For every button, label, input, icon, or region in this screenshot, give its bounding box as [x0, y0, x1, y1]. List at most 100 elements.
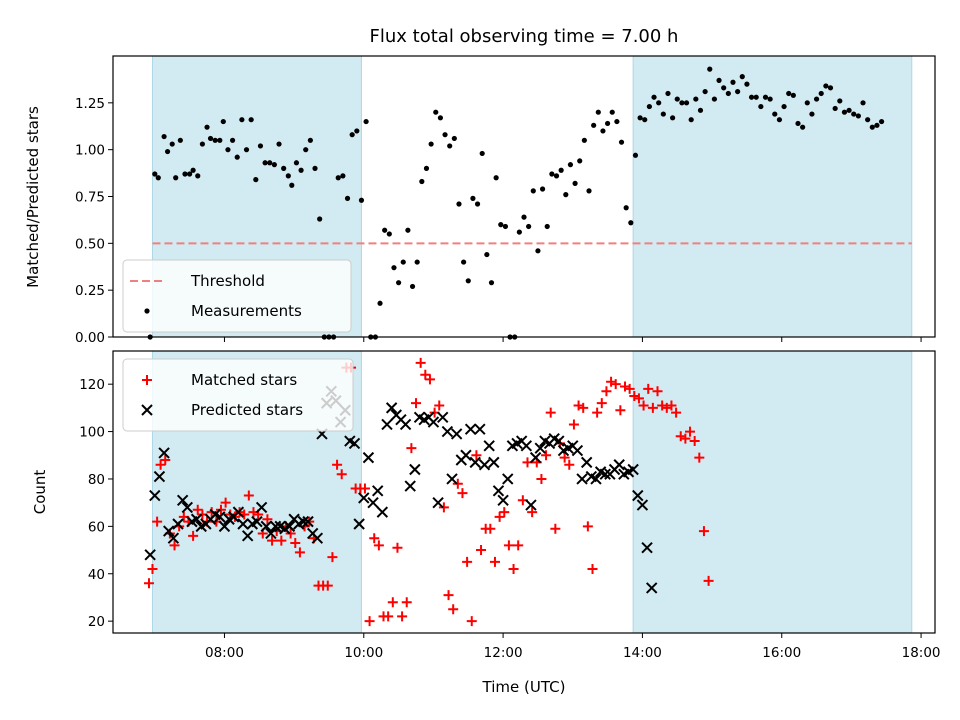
- predicted-stars-marker: [571, 444, 584, 457]
- predicted-stars-marker: [158, 447, 170, 459]
- x-tick-label: 12:00: [484, 645, 523, 661]
- measurement-point: [363, 118, 369, 125]
- predicted-stars-marker: [432, 496, 444, 509]
- predicted-stars-marker: [372, 485, 384, 497]
- matched-stars-marker: [596, 398, 607, 409]
- predicted-stars-marker: [599, 468, 611, 480]
- matched-stars-marker: [143, 578, 154, 589]
- y-tick-label: 0.75: [75, 190, 105, 206]
- predicted-stars-marker: [502, 473, 514, 485]
- predicted-stars-marker: [302, 515, 314, 528]
- measurement-point: [744, 81, 750, 87]
- matched-stars-marker: [322, 580, 333, 591]
- measurement-point: [823, 83, 829, 89]
- predicted-stars-marker: [218, 520, 231, 533]
- measurement-point: [878, 118, 885, 125]
- measurement-point: [651, 94, 657, 100]
- matched-stars-marker: [397, 611, 408, 622]
- measurement-point: [827, 85, 834, 91]
- measurement-point: [276, 141, 282, 147]
- measurement-point: [498, 222, 504, 228]
- legend-measurement-swatch: [144, 308, 150, 314]
- observing-window-2: [632, 350, 913, 634]
- measurement-point: [721, 85, 727, 91]
- matched-stars-marker: [420, 369, 431, 380]
- matched-stars-marker: [364, 616, 375, 627]
- measurement-point: [173, 175, 179, 181]
- matched-stars-marker: [647, 402, 658, 413]
- measurement-point: [581, 137, 587, 143]
- measurement-point: [234, 154, 240, 160]
- measurement-point: [199, 141, 205, 147]
- predicted-stars-marker: [214, 511, 226, 523]
- x-tick-label: 08:00: [205, 645, 244, 661]
- measurement-point: [855, 113, 861, 119]
- predicted-stars-marker: [613, 459, 625, 471]
- matched-stars-marker: [601, 386, 612, 397]
- matched-stars-marker: [373, 540, 384, 551]
- matched-stars-marker: [564, 459, 575, 470]
- measurement-point: [152, 171, 158, 177]
- predicted-stars-marker: [437, 411, 449, 424]
- measurement-point: [396, 280, 402, 286]
- measurement-point: [428, 141, 434, 147]
- measurement-point: [470, 195, 476, 201]
- legend-label: Threshold: [190, 272, 265, 290]
- matched-stars-marker: [285, 528, 296, 539]
- measurement-point: [190, 167, 196, 173]
- measurement-point: [707, 66, 713, 72]
- predicted-stars-marker: [483, 440, 495, 452]
- matched-stars-marker: [476, 545, 487, 556]
- legend-label: Measurements: [191, 302, 302, 320]
- matched-stars-marker: [638, 400, 649, 411]
- measurement-point: [702, 88, 708, 95]
- predicted-stars-marker: [181, 501, 194, 514]
- measurement-point: [846, 107, 852, 113]
- matched-stars-marker: [545, 407, 556, 418]
- matched-stars-marker: [680, 433, 691, 444]
- measurement-point: [377, 300, 383, 306]
- measurement-point: [229, 137, 236, 143]
- measurement-point: [800, 124, 806, 130]
- predicted-stars-marker: [580, 456, 593, 469]
- measurement-point: [748, 94, 755, 100]
- measurement-point: [804, 100, 810, 106]
- predicted-stars-marker: [450, 428, 463, 440]
- matched-stars-marker: [620, 381, 631, 392]
- predicted-stars-marker: [497, 494, 509, 507]
- measurement-point: [725, 90, 731, 97]
- measurement-point: [340, 173, 346, 179]
- matched-stars-marker: [415, 357, 426, 368]
- predicted-stars-marker: [172, 518, 184, 530]
- matched-stars-marker: [471, 450, 482, 461]
- measurement-point: [837, 98, 843, 104]
- predicted-stars-marker: [553, 435, 565, 447]
- measurement-point: [465, 278, 471, 284]
- matched-stars-marker: [401, 597, 412, 608]
- matched-stars-marker: [578, 402, 589, 413]
- matched-stars-marker: [220, 497, 231, 508]
- measurement-point: [267, 160, 273, 166]
- predicted-stars-marker: [399, 418, 412, 431]
- measurement-point: [217, 137, 223, 143]
- y-tick-label: 100: [79, 425, 105, 441]
- matched-stars-marker: [406, 443, 417, 454]
- measurement-point: [409, 283, 416, 290]
- measurement-point: [841, 109, 848, 115]
- legend-label: Matched stars: [191, 371, 297, 389]
- predicted-stars-marker: [478, 459, 491, 471]
- measurement-point: [786, 90, 792, 97]
- measurement-point: [303, 147, 309, 153]
- measurement-point: [271, 162, 277, 168]
- matched-stars-marker: [698, 526, 709, 537]
- measurement-point: [809, 111, 815, 117]
- matched-stars-marker: [457, 488, 468, 499]
- measurement-point: [683, 100, 690, 106]
- predicted-stars-marker: [529, 451, 542, 464]
- predicted-stars-marker: [404, 480, 416, 492]
- measurement-point: [874, 122, 880, 128]
- measurement-point: [195, 173, 201, 179]
- measurement-point: [670, 115, 676, 121]
- measurement-point: [739, 74, 745, 80]
- measurement-point: [563, 192, 569, 198]
